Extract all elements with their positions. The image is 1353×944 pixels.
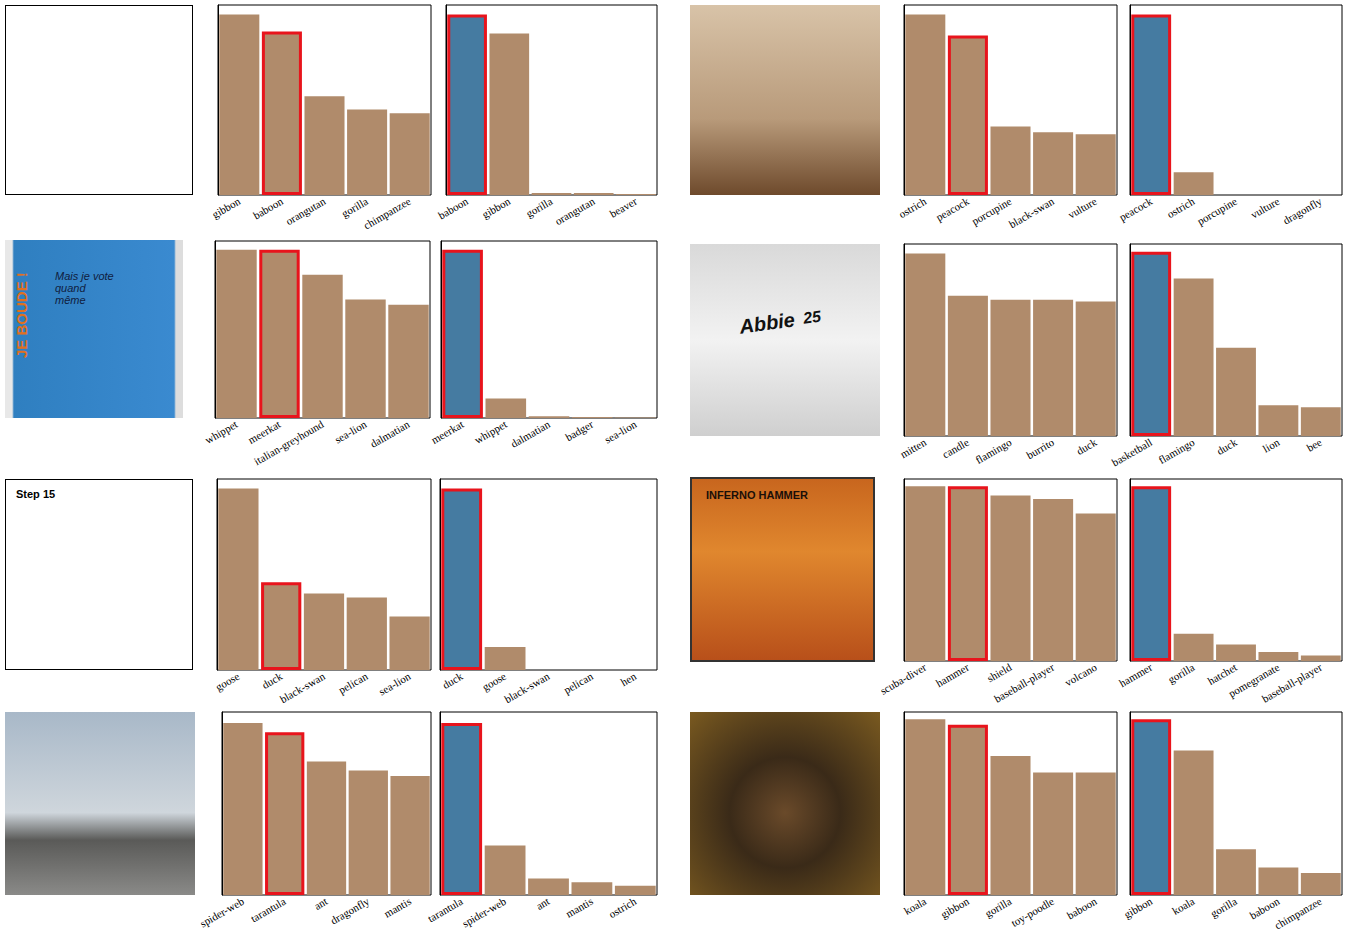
svg-text:gibbon: gibbon (480, 195, 513, 221)
svg-text:dragonfly: dragonfly (328, 895, 371, 927)
svg-text:gibbon: gibbon (210, 195, 243, 221)
svg-text:meerkat: meerkat (246, 418, 283, 446)
svg-text:mantis: mantis (382, 895, 413, 920)
svg-text:ostrich: ostrich (896, 195, 928, 221)
svg-text:hammer: hammer (1117, 661, 1154, 690)
svg-text:duck: duck (1074, 436, 1099, 457)
html-text:Step 15: Step 15 (16, 488, 56, 500)
svg-text:spider-web: spider-web (198, 895, 247, 930)
svg-text:duck: duck (1215, 436, 1240, 457)
svg-text:black-swan: black-swan (278, 670, 328, 706)
svg-text:sea-lion: sea-lion (376, 670, 413, 698)
svg-text:flamingo: flamingo (973, 436, 1014, 466)
svg-text:goose: goose (480, 670, 508, 693)
svg-text:vulture: vulture (1248, 195, 1281, 221)
svg-text:peacock: peacock (934, 195, 972, 224)
svg-text:hen: hen (619, 670, 639, 689)
html-text:INFERNO HAMMER: INFERNO HAMMER (706, 489, 809, 501)
svg-text:porcupine: porcupine (1195, 195, 1239, 227)
svg-text:gorilla: gorilla (983, 895, 1014, 920)
svg-text:spider-web: spider-web (460, 895, 509, 930)
svg-text:gibbon: gibbon (938, 895, 971, 921)
svg-text:vulture: vulture (1066, 195, 1099, 221)
html-text:Mais je vote quand même: Mais je vote quand même (55, 270, 114, 306)
svg-text:basketball: basketball (1110, 436, 1155, 469)
svg-text:pomegranate: pomegranate (1226, 661, 1281, 700)
svg-text:burrito: burrito (1024, 436, 1056, 462)
svg-text:badger: badger (563, 418, 595, 444)
svg-text:baboon: baboon (251, 195, 285, 222)
html-text:Abbie: Abbie (738, 308, 797, 338)
svg-text:beaver: beaver (608, 195, 640, 220)
svg-text:duck: duck (260, 670, 285, 691)
svg-text:gorilla: gorilla (1166, 661, 1197, 686)
svg-text:flamingo: flamingo (1156, 436, 1197, 466)
svg-text:baboon: baboon (436, 195, 470, 222)
svg-text:toy-poodle: toy-poodle (1009, 895, 1056, 929)
svg-text:ostrich: ostrich (1165, 195, 1197, 221)
svg-text:koala: koala (1170, 895, 1197, 917)
svg-text:ant: ant (312, 895, 330, 912)
svg-text:porcupine: porcupine (969, 195, 1013, 227)
svg-text:dalmatian: dalmatian (368, 418, 412, 450)
svg-text:italian-greyhound: italian-greyhound (252, 418, 326, 468)
svg-text:black-swan: black-swan (1007, 195, 1057, 231)
svg-text:tarantula: tarantula (248, 895, 287, 925)
svg-text:tarantula: tarantula (425, 895, 464, 925)
svg-text:gorilla: gorilla (1208, 895, 1239, 920)
svg-text:mantis: mantis (564, 895, 595, 920)
svg-text:whippet: whippet (472, 418, 509, 446)
svg-text:goose: goose (213, 670, 241, 693)
svg-text:chimpanzee: chimpanzee (361, 195, 413, 232)
svg-text:dalmatian: dalmatian (508, 418, 552, 450)
svg-text:hammer: hammer (934, 661, 971, 690)
svg-text:baseball-player: baseball-player (1260, 661, 1324, 705)
svg-text:dragonfly: dragonfly (1281, 195, 1324, 227)
svg-text:peacock: peacock (1117, 195, 1155, 224)
svg-text:baboon: baboon (1065, 895, 1099, 922)
svg-text:sea-lion: sea-lion (332, 418, 369, 446)
svg-text:bee: bee (1305, 436, 1324, 454)
svg-text:gibbon: gibbon (1122, 895, 1155, 921)
svg-text:meerkat: meerkat (429, 418, 466, 446)
svg-text:ant: ant (534, 895, 552, 912)
svg-text:black-swan: black-swan (502, 670, 552, 706)
svg-text:koala: koala (902, 895, 929, 917)
svg-text:orangutan: orangutan (283, 195, 327, 228)
svg-text:gorilla: gorilla (339, 195, 370, 220)
svg-text:volcano: volcano (1063, 661, 1100, 689)
svg-text:gorilla: gorilla (524, 195, 555, 220)
svg-text:baboon: baboon (1247, 895, 1281, 922)
svg-text:chimpanzee: chimpanzee (1272, 895, 1324, 932)
svg-text:pelican: pelican (561, 670, 595, 697)
svg-text:baseball-player: baseball-player (992, 661, 1056, 705)
svg-text:candle: candle (940, 436, 971, 461)
html-text:25: 25 (802, 307, 822, 327)
svg-text:mitten: mitten (898, 436, 929, 461)
svg-text:whippet: whippet (203, 418, 240, 446)
svg-text:ostrich: ostrich (606, 895, 638, 921)
svg-text:duck: duck (440, 670, 465, 691)
svg-text:shield: shield (985, 661, 1014, 685)
svg-text:sea-lion: sea-lion (602, 418, 639, 446)
svg-text:lion: lion (1261, 436, 1282, 455)
svg-text:scuba-diver: scuba-diver (878, 661, 929, 697)
html-text:JE BOUDE !: JE BOUDE ! (13, 272, 30, 358)
svg-text:hatchet: hatchet (1206, 661, 1239, 687)
svg-text:orangutan: orangutan (553, 195, 597, 228)
svg-text:pelican: pelican (336, 670, 370, 697)
